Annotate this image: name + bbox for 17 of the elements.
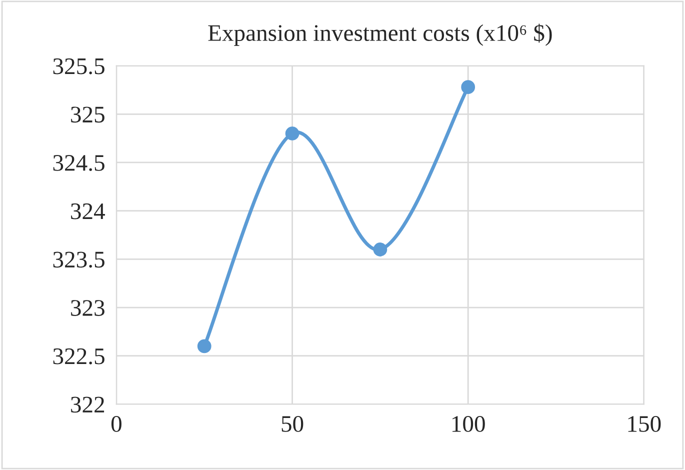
chart-title: Expansion investment costs (x10⁶ $) bbox=[208, 24, 552, 46]
point bbox=[373, 242, 388, 256]
point bbox=[285, 126, 300, 140]
y-tick-label: 324.5 bbox=[53, 155, 104, 172]
x-tick-label: 100 bbox=[452, 416, 485, 432]
y-tick-label: 322 bbox=[71, 396, 104, 413]
point bbox=[197, 339, 212, 354]
point bbox=[461, 80, 476, 94]
y-tick-label: 324 bbox=[71, 203, 105, 220]
y-tick-label: 325.5 bbox=[53, 58, 104, 74]
x-tick-label: 0 bbox=[111, 416, 122, 432]
y-tick-label: 322.5 bbox=[53, 348, 104, 364]
x-tick-label: 150 bbox=[628, 416, 661, 432]
x-tick-label: 50 bbox=[282, 416, 304, 432]
y-tick-label: 323.5 bbox=[53, 252, 104, 268]
y-tick-label: 323 bbox=[71, 300, 104, 316]
y-tick-label: 325 bbox=[71, 106, 104, 123]
